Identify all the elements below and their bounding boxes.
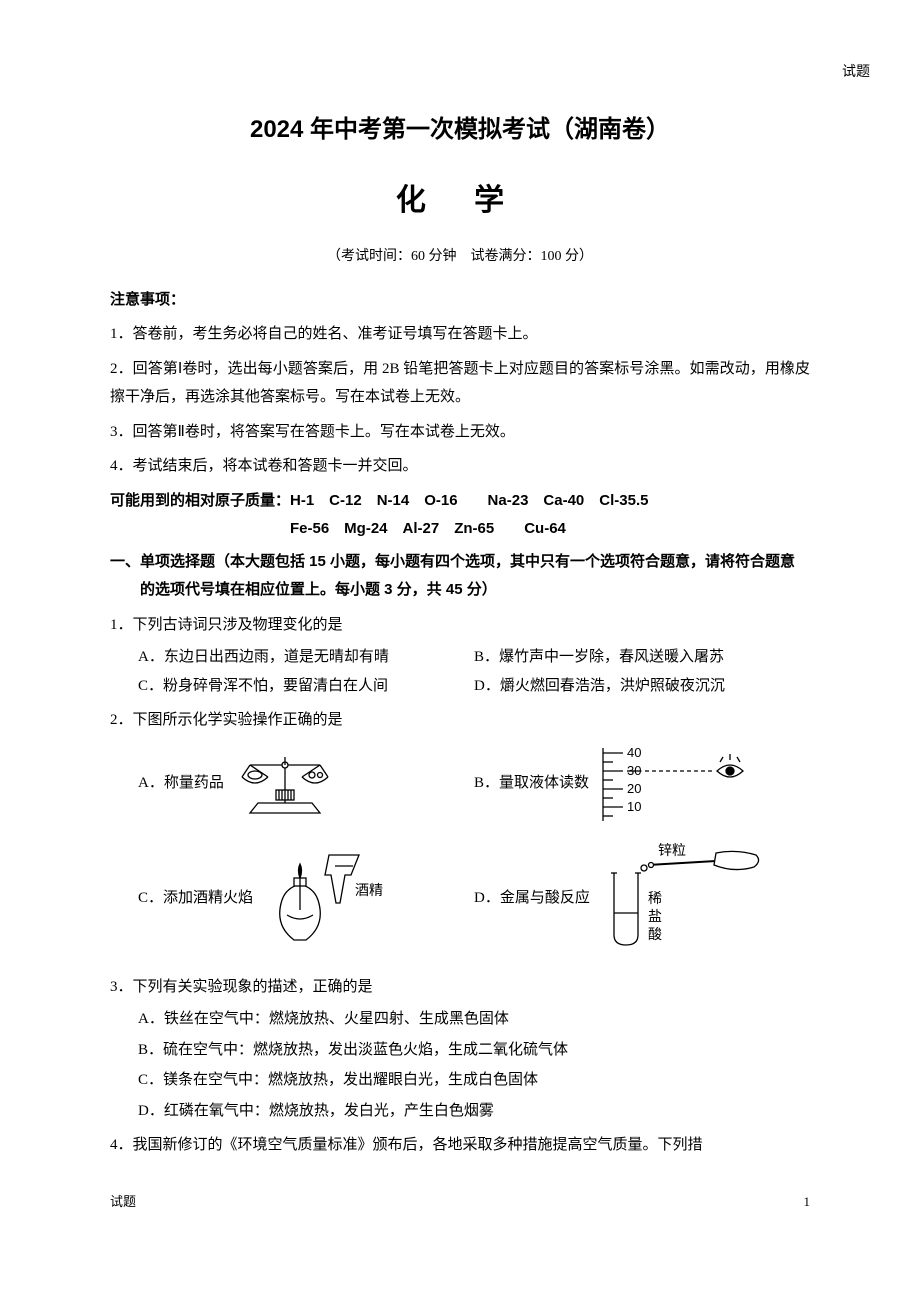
q3-option-a: A．铁丝在空气中：燃烧放热、火星四射、生成黑色固体 bbox=[138, 1005, 810, 1034]
question-3-stem: 3．下列有关实验现象的描述，正确的是 bbox=[110, 973, 810, 1002]
question-4-stem: 4．我国新修订的《环境空气质量标准》颁布后，各地采取多种措施提高空气质量。下列措 bbox=[110, 1131, 810, 1160]
footer-left: 试题 bbox=[110, 1190, 136, 1215]
graduated-cylinder-diagram: 40 30 20 10 bbox=[595, 743, 745, 823]
page-footer: 试题 1 bbox=[110, 1190, 810, 1215]
question-1-options: A．东边日出西边雨，道是无晴却有晴 B．爆竹声中一岁除，春风送暖入屠苏 C．粉身… bbox=[110, 643, 810, 700]
q2-option-d-label: D．金属与酸反应 bbox=[474, 884, 590, 913]
q2-option-c: C．添加酒精火焰 酒精 bbox=[138, 850, 474, 945]
tick-40: 40 bbox=[627, 745, 641, 760]
q1-option-d: D．爝火燃回春浩浩，洪炉照破夜沉沉 bbox=[474, 672, 810, 701]
alcohol-label: 酒精 bbox=[355, 883, 383, 899]
q3-option-d: D．红磷在氧气中：燃烧放热，发白光，产生白色烟雾 bbox=[138, 1097, 810, 1126]
question-3-options: A．铁丝在空气中：燃烧放热、火星四射、生成黑色固体 B．硫在空气中：燃烧放热，发… bbox=[110, 1005, 810, 1125]
question-2-options: A．称量药品 bbox=[110, 743, 810, 953]
notice-item-3: 3．回答第Ⅱ卷时，将答案写在答题卡上。写在本试卷上无效。 bbox=[110, 418, 810, 447]
section-1-title: 一、单项选择题（本大题包括 15 小题，每小题有四个选项，其中只有一个选项符合题… bbox=[140, 548, 810, 605]
atomic-mass-values-1: H-1 C-12 N-14 O-16 Na-23 Ca-40 Cl-35.5 bbox=[290, 492, 648, 509]
header-label: 试题 bbox=[110, 60, 870, 87]
tick-20: 20 bbox=[627, 781, 641, 796]
exam-title: 2024 年中考第一次模拟考试（湖南卷） bbox=[110, 107, 810, 153]
acid-label-1: 稀 bbox=[648, 891, 662, 907]
notice-item-4: 4．考试结束后，将本试卷和答题卡一并交回。 bbox=[110, 452, 810, 481]
notice-item-2: 2．回答第Ⅰ卷时，选出每小题答案后，用 2B 铅笔把答题卡上对应题目的答案标号涂… bbox=[110, 355, 810, 412]
atomic-mass-values-2: Fe-56 Mg-24 Al-27 Zn-65 Cu-64 bbox=[110, 515, 810, 544]
q2-option-a: A．称量药品 bbox=[138, 745, 474, 820]
exam-info: （考试时间：60 分钟 试卷满分：100 分） bbox=[110, 244, 810, 271]
footer-page-number: 1 bbox=[804, 1190, 811, 1215]
q3-option-b: B．硫在空气中：燃烧放热，发出淡蓝色火焰，生成二氧化硫气体 bbox=[138, 1036, 810, 1065]
balance-scale-diagram bbox=[230, 745, 340, 820]
q2-option-b-label: B．量取液体读数 bbox=[474, 769, 589, 798]
question-1-stem: 1．下列古诗词只涉及物理变化的是 bbox=[110, 611, 810, 640]
q2-option-d: D．金属与酸反应 锌粒 稀 盐 酸 bbox=[474, 843, 810, 953]
q1-option-c: C．粉身碎骨浑不怕，要留清白在人间 bbox=[138, 672, 474, 701]
tick-30: 30 bbox=[627, 763, 641, 778]
notice-item-1: 1．答卷前，考生务必将自己的姓名、准考证号填写在答题卡上。 bbox=[110, 320, 810, 349]
alcohol-lamp-diagram: 酒精 bbox=[259, 850, 389, 945]
zinc-label: 锌粒 bbox=[658, 843, 686, 859]
question-2-stem: 2．下图所示化学实验操作正确的是 bbox=[110, 706, 810, 735]
eye-icon bbox=[717, 754, 743, 777]
q1-option-b: B．爆竹声中一岁除，春风送暖入屠苏 bbox=[474, 643, 810, 672]
notice-heading: 注意事项： bbox=[110, 286, 810, 315]
subject-title: 化 学 bbox=[110, 172, 810, 229]
q2-option-c-label: C．添加酒精火焰 bbox=[138, 884, 253, 913]
acid-label-3: 酸 bbox=[648, 927, 662, 943]
atomic-mass-label: 可能用到的相对原子质量： bbox=[110, 492, 290, 509]
q2-option-a-label: A．称量药品 bbox=[138, 769, 224, 798]
q2-option-b: B．量取液体读数 40 30 bbox=[474, 743, 810, 823]
tick-10: 10 bbox=[627, 799, 641, 814]
atomic-mass: 可能用到的相对原子质量：H-1 C-12 N-14 O-16 Na-23 Ca-… bbox=[110, 487, 810, 516]
q3-option-c: C．镁条在空气中：燃烧放热，发出耀眼白光，生成白色固体 bbox=[138, 1066, 810, 1095]
metal-acid-reaction-diagram: 锌粒 稀 盐 酸 bbox=[596, 843, 766, 953]
q1-option-a: A．东边日出西边雨，道是无晴却有晴 bbox=[138, 643, 474, 672]
acid-label-2: 盐 bbox=[648, 909, 662, 925]
